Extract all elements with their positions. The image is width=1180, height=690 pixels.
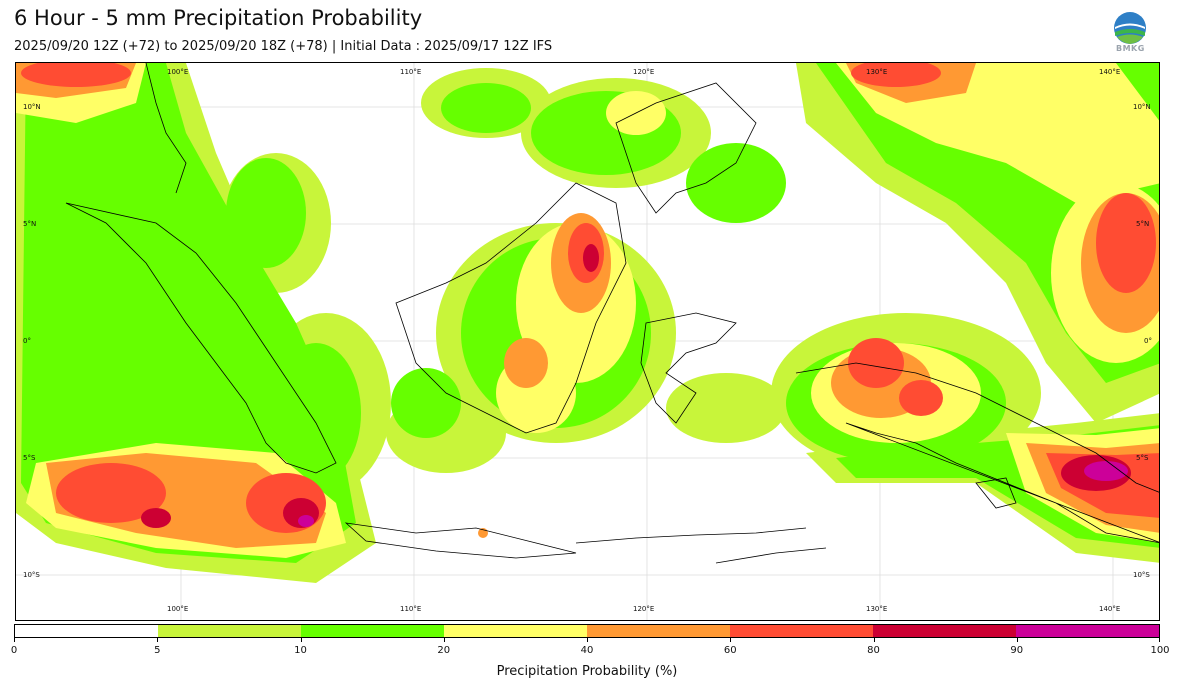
colorbar-tick xyxy=(1159,638,1160,642)
colorbar-tick-label: 5 xyxy=(154,645,161,656)
lat-label-right-5s: 5°S xyxy=(1136,454,1149,462)
colorbar-tick-label: 90 xyxy=(1010,645,1024,656)
colorbar-tick-label: 20 xyxy=(437,645,451,656)
colorbar-title: Precipitation Probability (%) xyxy=(496,664,678,679)
colorbar-tick-label: 80 xyxy=(867,645,880,656)
colorbar-tick xyxy=(587,638,588,642)
lat-label-right-5n: 5°N xyxy=(1136,220,1150,228)
colorbar-segment xyxy=(15,625,158,637)
lon-label-bottom-100: 100°E xyxy=(167,605,189,613)
lat-label-left-0: 0° xyxy=(23,337,31,345)
colorbar-tick xyxy=(873,638,875,642)
colorbar-segment xyxy=(158,625,301,637)
colorbar-tick-label: 40 xyxy=(580,645,594,656)
lat-label-right-10n: 10°N xyxy=(1133,103,1151,111)
colorbar-tick xyxy=(1016,638,1018,642)
lat-label-right-10s: 10°S xyxy=(1133,571,1150,579)
lon-label-bottom-130: 130°E xyxy=(866,605,888,613)
colorbar xyxy=(14,624,1160,638)
colorbar-tick-label: 100 xyxy=(1150,645,1170,656)
lat-label-left-5s: 5°S xyxy=(23,454,36,462)
lat-label-left-5n: 5°N xyxy=(23,220,37,228)
prob-90-100-areas xyxy=(298,461,1128,527)
bmkg-logo xyxy=(1112,10,1154,56)
colorbar-segment xyxy=(873,625,1016,637)
colorbar-segment xyxy=(444,625,587,637)
colorbar-tick xyxy=(14,638,15,642)
colorbar-tick xyxy=(443,638,445,642)
map-title: 6 Hour - 5 mm Precipitation Probability xyxy=(14,6,423,30)
colorbar-tick xyxy=(157,638,159,642)
lon-label-top-140: 140°E xyxy=(1099,68,1121,76)
lat-label-right-0: 0° xyxy=(1144,337,1152,345)
lon-label-bottom-120: 120°E xyxy=(633,605,655,613)
logo-text: BMKG xyxy=(1116,44,1145,53)
lon-label-top-120: 120°E xyxy=(633,68,655,76)
coastlines xyxy=(65,63,1159,564)
lon-label-bottom-110: 110°E xyxy=(400,605,422,613)
lon-label-top-130: 130°E xyxy=(866,68,888,76)
map-subtitle: 2025/09/20 12Z (+72) to 2025/09/20 18Z (… xyxy=(14,39,553,54)
colorbar-segment xyxy=(730,625,873,637)
lon-label-bottom-140: 140°E xyxy=(1099,605,1121,613)
colorbar-tick-label: 0 xyxy=(10,645,18,656)
map-canvas xyxy=(16,63,1159,620)
lat-label-left-10n: 10°N xyxy=(23,103,41,111)
lat-label-left-10s: 10°S xyxy=(23,571,40,579)
colorbar-tick-label: 10 xyxy=(294,645,307,656)
colorbar-tick-label: 60 xyxy=(723,645,737,656)
lon-label-top-110: 110°E xyxy=(400,68,422,76)
colorbar-tick xyxy=(300,638,302,642)
colorbar-segment xyxy=(301,625,444,637)
colorbar-segment xyxy=(587,625,730,637)
lon-label-top-100: 100°E xyxy=(167,68,189,76)
precipitation-map: 100°E 110°E 120°E 130°E 140°E 100°E 110°… xyxy=(15,62,1160,621)
colorbar-tick xyxy=(730,638,732,642)
colorbar-segment xyxy=(1016,625,1159,637)
